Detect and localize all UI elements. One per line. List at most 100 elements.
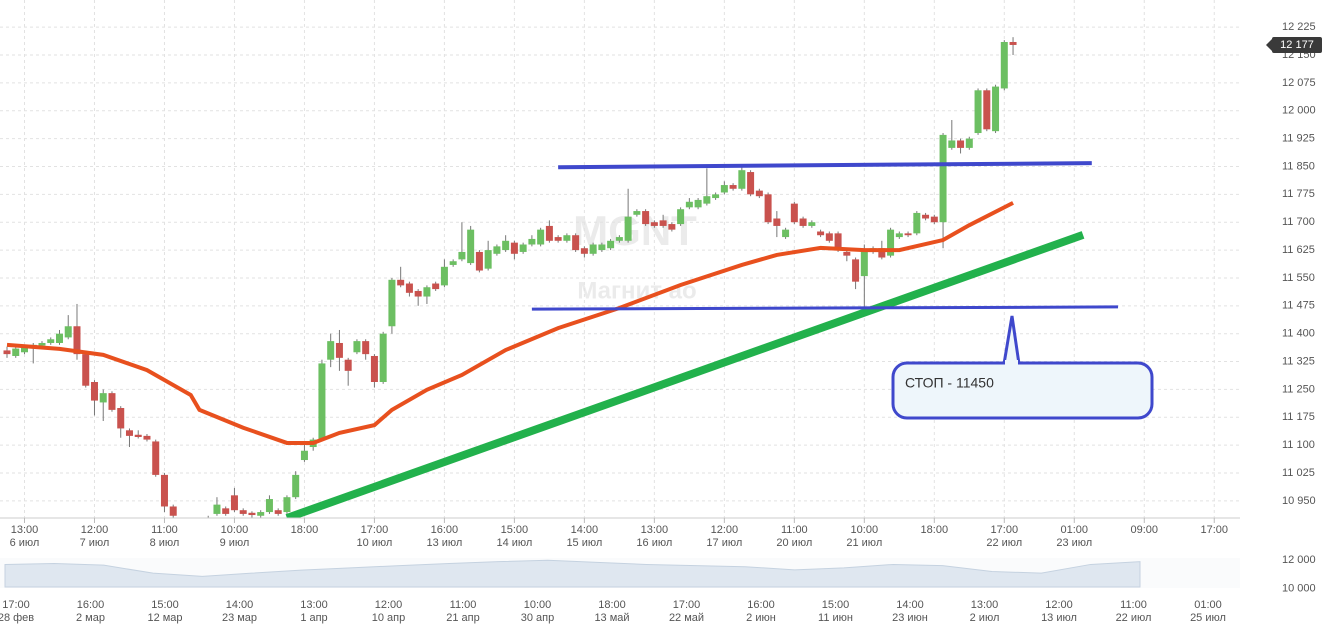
candle-body (152, 441, 160, 475)
last-price-label: 12 177 (1280, 39, 1314, 51)
candle-body (370, 355, 378, 382)
navigator-x-date: 1 апр (300, 612, 327, 624)
last-price-arrow (1266, 38, 1272, 51)
candle-body (388, 279, 396, 327)
candle-body (580, 248, 588, 254)
x-tick-date: 17 июл (706, 537, 742, 549)
candle-body (239, 510, 247, 514)
candle-body (1009, 41, 1017, 45)
candle-body (642, 211, 650, 225)
candle-body (939, 134, 947, 223)
navigator-x-label: 15:00 (822, 599, 850, 611)
candle-body (222, 508, 230, 514)
candle-body (904, 233, 912, 236)
candle-body (799, 218, 807, 226)
y-tick-label: 12 075 (1282, 77, 1316, 89)
y-tick-label: 11 025 (1282, 467, 1315, 479)
candle-body (160, 474, 168, 507)
x-tick-date: 10 июл (356, 537, 392, 549)
x-tick-date: 20 июл (776, 537, 812, 549)
candle-body (440, 266, 448, 286)
navigator-x-date: 12 мар (147, 612, 182, 624)
candle-body (817, 231, 825, 236)
candle-body (283, 497, 291, 513)
navigator-x-label: 14:00 (896, 599, 924, 611)
candle-body (773, 218, 781, 226)
candle-body (187, 527, 194, 531)
candle-body (99, 393, 107, 403)
navigator-x-label: 16:00 (77, 599, 105, 611)
candle-body (554, 237, 562, 241)
callout-joint (1005, 360, 1018, 366)
candle-body (878, 248, 886, 258)
navigator-x-date: 30 апр (521, 612, 554, 624)
candle-body (992, 86, 1000, 132)
x-tick-label: 18:00 (291, 524, 319, 536)
candle-body (125, 430, 133, 436)
candle-body (318, 363, 326, 440)
candle-body (528, 238, 536, 245)
callout: СТОП - 11450 (891, 315, 1154, 420)
navigator-x-date: 22 июл (1116, 612, 1152, 624)
candle-body (852, 259, 860, 282)
navigator-x-label: 18:00 (598, 599, 626, 611)
x-tick-label: 17:00 (991, 524, 1019, 536)
candle-body (983, 90, 991, 130)
navigator-x-label: 17:00 (673, 599, 701, 611)
navigator-x-date: 10 апр (372, 612, 405, 624)
navigator-x-label: 16:00 (747, 599, 775, 611)
candle-body (834, 233, 842, 251)
candle-body (537, 229, 545, 245)
x-tick-label: 16:00 (431, 524, 459, 536)
candle-body (274, 510, 282, 514)
x-tick-date: 8 июл (150, 537, 180, 549)
x-tick-date: 9 июл (220, 537, 250, 549)
navigator-x-date: 11 июн (818, 612, 853, 624)
callout-pointer (1002, 315, 1021, 365)
candle-body (20, 346, 28, 353)
y-tick-label: 11 850 (1282, 160, 1315, 172)
callout-box (891, 361, 1154, 420)
candle-body (292, 474, 300, 498)
y-tick-label: 11 475 (1282, 300, 1315, 312)
navigator-x-label: 11:00 (1120, 599, 1147, 611)
candle-body (860, 250, 868, 277)
y-tick-label: 11 175 (1282, 411, 1315, 423)
navigator-y-label: 12 000 (1282, 554, 1316, 566)
candle-body (117, 408, 125, 429)
candle-body (685, 201, 693, 208)
candle-body (405, 283, 413, 293)
candle-body (703, 196, 711, 204)
navigator-x-date: 22 май (669, 612, 704, 624)
overlay-line (558, 161, 1092, 170)
navigator-x-date: 23 мар (222, 612, 257, 624)
navigator-x-label: 13:00 (971, 599, 999, 611)
x-tick-label: 10:00 (221, 524, 249, 536)
candle-body (764, 194, 772, 223)
candle-body (782, 229, 790, 238)
y-tick-label: 11 550 (1282, 272, 1315, 284)
navigator-x-label: 12:00 (1045, 599, 1073, 611)
x-tick-date: 16 июл (636, 537, 672, 549)
candle-body (563, 235, 571, 241)
candle-body (397, 279, 405, 286)
navigator-x-label: 15:00 (151, 599, 179, 611)
candle-body (948, 140, 956, 148)
candle-body (887, 229, 895, 256)
candle-body (353, 341, 361, 353)
navigator-x-label: 14:00 (226, 599, 254, 611)
plot (3, 37, 1119, 531)
candle-body (344, 359, 352, 371)
candle-body (169, 506, 177, 516)
overlay-line (531, 305, 1119, 311)
x-tick-label: 15:00 (501, 524, 529, 536)
x-tick-label: 01:00 (1061, 524, 1089, 536)
candle-body (82, 354, 90, 386)
candle-body (3, 350, 11, 355)
x-tick-label: 12:00 (81, 524, 109, 536)
navigator-area (4, 559, 1141, 588)
candle-body (196, 523, 203, 530)
navigator-x-date: 28 фев (0, 612, 34, 624)
candle-body (64, 326, 72, 338)
